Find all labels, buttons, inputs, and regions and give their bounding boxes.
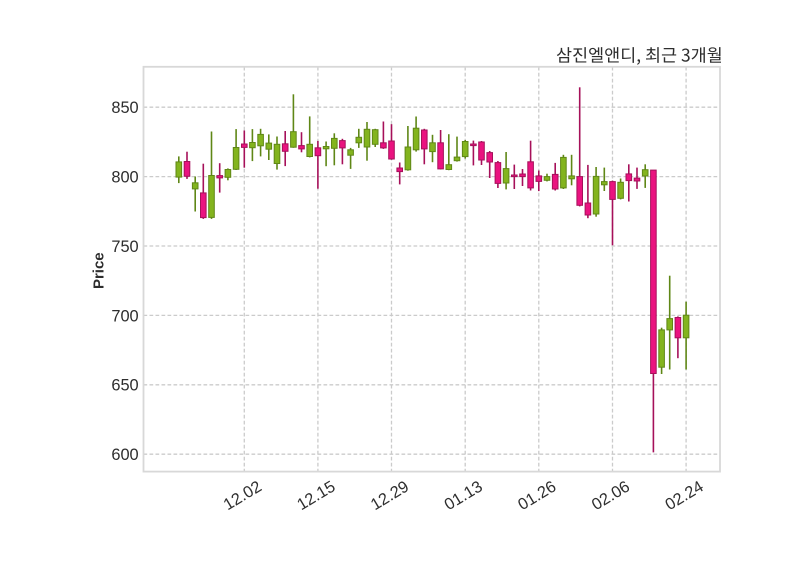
svg-text:650: 650 <box>111 377 138 395</box>
svg-text:850: 850 <box>111 99 138 117</box>
svg-text:600: 600 <box>111 446 138 464</box>
svg-text:700: 700 <box>111 307 138 325</box>
svg-text:800: 800 <box>111 169 138 187</box>
svg-text:750: 750 <box>111 238 138 256</box>
svg-text:Price: Price <box>90 252 107 289</box>
